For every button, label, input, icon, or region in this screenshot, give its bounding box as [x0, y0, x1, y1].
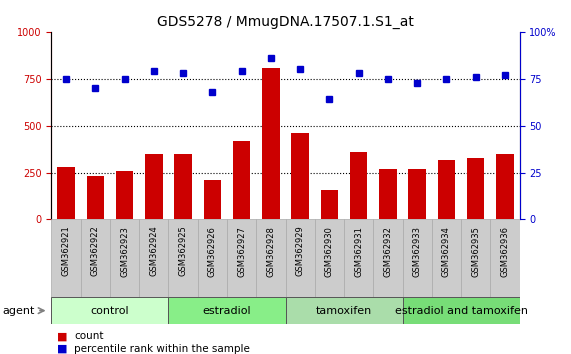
- Bar: [168, 219, 198, 297]
- Bar: [408, 169, 426, 219]
- Text: GSM362922: GSM362922: [91, 226, 100, 276]
- Text: tamoxifen: tamoxifen: [316, 306, 372, 316]
- Bar: [203, 180, 221, 219]
- Bar: [233, 141, 250, 219]
- Bar: [315, 219, 344, 297]
- Bar: [262, 68, 280, 219]
- Bar: [86, 176, 104, 219]
- Bar: [51, 297, 168, 324]
- Text: ■: ■: [57, 331, 67, 341]
- Bar: [379, 169, 397, 219]
- Text: estradiol and tamoxifen: estradiol and tamoxifen: [395, 306, 528, 316]
- Bar: [139, 219, 168, 297]
- Text: GSM362927: GSM362927: [237, 226, 246, 276]
- Text: estradiol: estradiol: [203, 306, 251, 316]
- Text: control: control: [91, 306, 129, 316]
- Bar: [461, 219, 490, 297]
- Text: GSM362929: GSM362929: [296, 226, 305, 276]
- Bar: [81, 219, 110, 297]
- Bar: [116, 171, 133, 219]
- Bar: [227, 219, 256, 297]
- Bar: [496, 154, 514, 219]
- Bar: [51, 219, 81, 297]
- Text: percentile rank within the sample: percentile rank within the sample: [74, 344, 250, 354]
- Bar: [286, 297, 403, 324]
- Title: GDS5278 / MmugDNA.17507.1.S1_at: GDS5278 / MmugDNA.17507.1.S1_at: [157, 16, 414, 29]
- Bar: [174, 154, 192, 219]
- Text: agent: agent: [3, 306, 35, 316]
- Bar: [350, 152, 368, 219]
- Bar: [291, 133, 309, 219]
- Bar: [168, 297, 286, 324]
- Bar: [198, 219, 227, 297]
- Text: GSM362925: GSM362925: [179, 226, 188, 276]
- Bar: [432, 219, 461, 297]
- Text: ■: ■: [57, 344, 67, 354]
- Text: GSM362935: GSM362935: [471, 226, 480, 276]
- Text: GSM362931: GSM362931: [354, 226, 363, 276]
- Text: GSM362924: GSM362924: [149, 226, 158, 276]
- Bar: [57, 167, 75, 219]
- Text: GSM362932: GSM362932: [383, 226, 392, 276]
- Bar: [256, 219, 286, 297]
- Bar: [110, 219, 139, 297]
- Bar: [490, 219, 520, 297]
- Text: GSM362923: GSM362923: [120, 226, 129, 276]
- Text: GSM362928: GSM362928: [266, 226, 275, 276]
- Bar: [373, 219, 403, 297]
- Text: GSM362930: GSM362930: [325, 226, 334, 276]
- Text: count: count: [74, 331, 104, 341]
- Bar: [145, 154, 163, 219]
- Bar: [403, 297, 520, 324]
- Text: GSM362934: GSM362934: [442, 226, 451, 276]
- Bar: [286, 219, 315, 297]
- Bar: [467, 158, 484, 219]
- Bar: [403, 219, 432, 297]
- Text: GSM362933: GSM362933: [413, 226, 422, 277]
- Bar: [321, 190, 338, 219]
- Bar: [344, 219, 373, 297]
- Bar: [438, 160, 455, 219]
- Text: GSM362936: GSM362936: [500, 226, 509, 277]
- Text: GSM362926: GSM362926: [208, 226, 217, 276]
- Text: GSM362921: GSM362921: [62, 226, 71, 276]
